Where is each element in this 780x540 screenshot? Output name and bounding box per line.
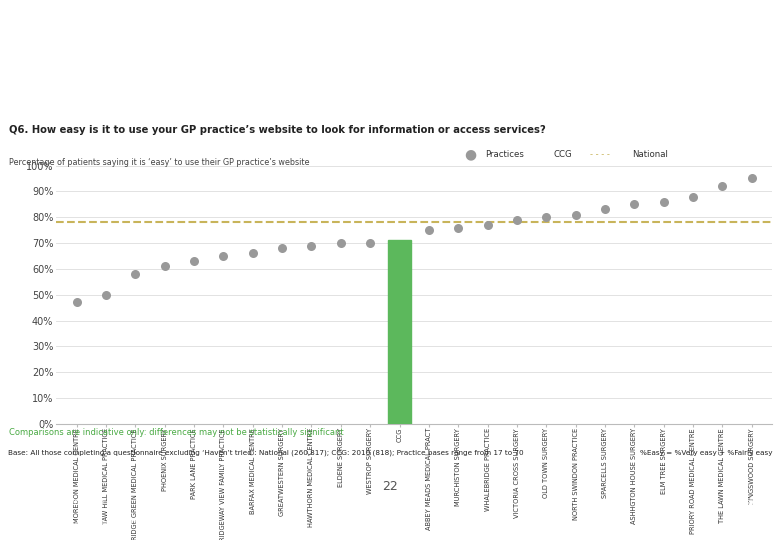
Text: ●: ● xyxy=(464,147,477,161)
Text: Q6. How easy is it to use your GP practice’s website to look for information or : Q6. How easy is it to use your GP practi… xyxy=(9,125,546,134)
Text: © Ipsos MORI    18-042653-01 | Version 1 | Public: © Ipsos MORI 18-042653-01 | Version 1 | … xyxy=(9,519,183,527)
Text: - - - -: - - - - xyxy=(590,150,609,159)
Text: Ease of use of online services:
how the CCG’s practices compare: Ease of use of online services: how the … xyxy=(9,31,349,74)
Text: Comparisons are indicative only: differences may not be statistically significan: Comparisons are indicative only: differe… xyxy=(9,428,344,437)
Text: %Easy = %Very easy + %Fairly easy: %Easy = %Very easy + %Fairly easy xyxy=(640,450,772,456)
Text: CCG: CCG xyxy=(554,150,573,159)
Text: Social Research Institute: Social Research Institute xyxy=(9,498,105,507)
Text: Ipsos MORI: Ipsos MORI xyxy=(9,478,66,487)
Text: 22: 22 xyxy=(382,480,398,492)
Text: Percentage of patients saying it is ‘easy’ to use their GP practice’s website: Percentage of patients saying it is ‘eas… xyxy=(9,158,310,167)
Bar xyxy=(388,240,410,424)
Text: Practices: Practices xyxy=(485,150,524,159)
Text: i: i xyxy=(746,497,753,516)
Text: Base: All those completing a questionnaire excluding ‘Haven’t tried’: National (: Base: All those completing a questionnai… xyxy=(8,450,523,456)
Text: National: National xyxy=(632,150,668,159)
